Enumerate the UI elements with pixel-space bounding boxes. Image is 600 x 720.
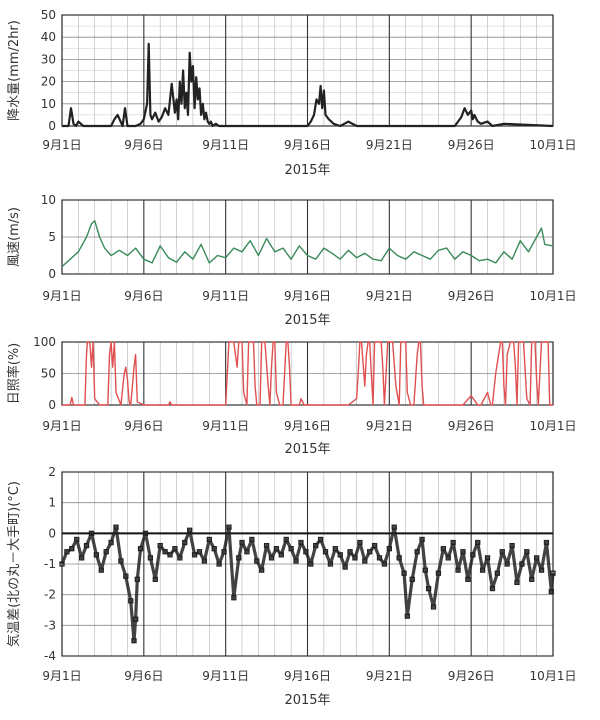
y-tick-label: 0 [48,119,56,133]
x-tick-label: 9月6日 [124,289,163,303]
y-tick-label: 50 [41,367,56,381]
y-tick-label: 20 [41,75,56,89]
y-axis-label: 気温差(北の丸－大手町)(°C) [6,481,22,647]
x-tick-label: 9月11日 [202,419,249,433]
y-tick-label: 10 [41,193,56,207]
x-tick-label: 10月1日 [530,419,577,433]
x-tick-label: 9月1日 [42,669,81,683]
y-tick-label: 50 [41,8,56,22]
x-tick-label: 9月26日 [448,669,495,683]
x-axis-title: 2015年 [284,442,330,457]
x-axis-title: 2015年 [284,693,330,708]
x-tick-label: 9月11日 [202,138,249,152]
series-line [62,42,554,128]
x-axis-title: 2015年 [284,163,330,178]
x-tick-label: 9月11日 [202,289,249,303]
y-axis-label: 風速(m/s) [7,207,22,267]
y-tick-label: 0 [48,267,56,281]
series-line [61,220,554,268]
y-tick-label: 2 [48,465,56,479]
x-tick-label: 9月26日 [448,419,495,433]
x-tick-label: 9月6日 [124,138,163,152]
x-tick-label: 9月21日 [366,289,413,303]
series-line [62,341,553,406]
x-tick-label: 9月6日 [124,669,163,683]
x-tick-label: 10月1日 [530,289,577,303]
x-tick-label: 9月21日 [366,669,413,683]
x-tick-label: 9月16日 [284,419,331,433]
plot-frame [61,199,554,275]
y-axis-label: 日照率(%) [6,343,22,405]
x-tick-label: 9月26日 [448,138,495,152]
y-tick-label: 40 [41,30,56,44]
x-tick-label: 9月26日 [448,289,495,303]
x-tick-label: 9月1日 [42,138,81,152]
y-tick-label: 1 [48,496,56,510]
x-tick-label: 9月21日 [366,419,413,433]
series-trace [60,525,555,643]
x-tick-label: 9月16日 [284,289,331,303]
y-tick-label: 10 [41,97,56,111]
x-tick-label: 10月1日 [530,138,577,152]
x-tick-label: 9月21日 [366,138,413,152]
y-tick-label: -1 [44,557,56,571]
x-tick-label: 9月6日 [124,419,163,433]
y-tick-label: 5 [48,230,56,244]
x-tick-label: 9月16日 [284,138,331,152]
x-axis-title: 2015年 [284,313,330,328]
y-tick-label: -4 [44,649,56,663]
y-axis-label: 降水量(mm/2hr) [7,20,22,121]
y-tick-label: -3 [44,618,56,632]
y-tick-label: -2 [44,588,56,602]
x-tick-label: 9月16日 [284,669,331,683]
x-tick-label: 9月1日 [42,419,81,433]
y-tick-label: 0 [48,526,56,540]
y-tick-label: 0 [48,398,56,412]
x-tick-label: 9月11日 [202,669,249,683]
y-tick-label: 30 [41,52,56,66]
x-tick-label: 9月1日 [42,289,81,303]
y-tick-label: 100 [33,335,56,349]
x-tick-label: 10月1日 [530,669,577,683]
